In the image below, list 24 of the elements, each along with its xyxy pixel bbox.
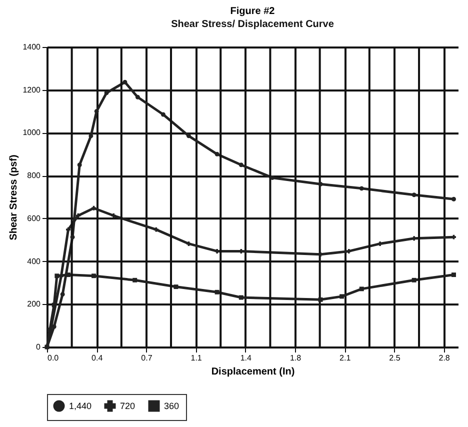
legend-label: 720 — [120, 401, 136, 411]
legend-label: 1,440 — [69, 401, 92, 411]
x-axis-title: Displacement (In) — [211, 366, 295, 378]
x-tick-label: 2.8 — [438, 354, 450, 362]
x-tick-label: 2.5 — [389, 354, 401, 362]
x-tick-label: 2.1 — [340, 354, 352, 362]
x-tick-label: 0.0 — [48, 354, 60, 362]
y-tick-label: 800 — [27, 171, 42, 180]
x-tick-label: 1.8 — [290, 354, 302, 362]
chart-title: Figure #2 — [230, 6, 276, 17]
y-tick-label: 400 — [27, 256, 42, 266]
y-tick-label: 1400 — [22, 42, 42, 52]
y-tick-label: 1200 — [22, 85, 42, 94]
x-tick-label: 0.7 — [141, 354, 153, 362]
y-tick-label: 0 — [36, 342, 42, 352]
y-tick-label: 1000 — [22, 128, 42, 138]
y-tick-label: 200 — [27, 300, 42, 309]
x-tick-label: 0.4 — [92, 354, 104, 362]
y-tick-label: 600 — [27, 214, 42, 223]
x-tick-label: 1.4 — [240, 354, 252, 362]
chart-subtitle: Shear Stress/ Displacement Curve — [171, 19, 334, 30]
y-axis-title: Shear Stress (psf) — [8, 154, 20, 240]
legend-label: 360 — [164, 401, 180, 411]
x-tick-label: 1.1 — [190, 354, 202, 362]
